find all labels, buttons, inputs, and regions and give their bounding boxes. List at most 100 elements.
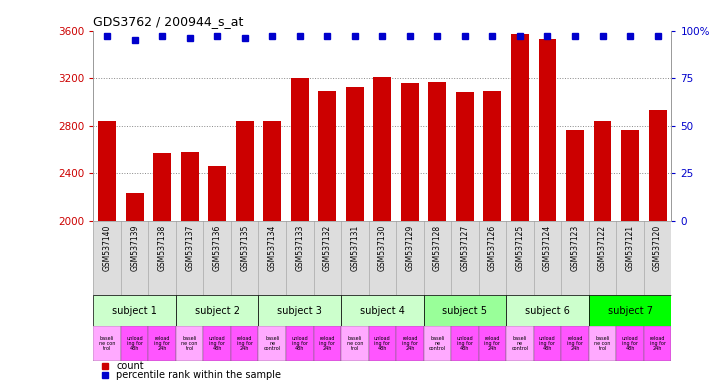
- Text: GSM537132: GSM537132: [323, 224, 332, 271]
- Text: GSM537125: GSM537125: [516, 224, 524, 271]
- Bar: [424, 295, 506, 326]
- Text: GSM537140: GSM537140: [103, 224, 111, 271]
- Text: GSM537126: GSM537126: [488, 224, 497, 271]
- Text: reload
ing for
24h: reload ing for 24h: [320, 336, 335, 351]
- Text: GSM537127: GSM537127: [460, 224, 470, 271]
- Text: GDS3762 / 200944_s_at: GDS3762 / 200944_s_at: [93, 15, 243, 28]
- Bar: [236, 121, 253, 221]
- Text: unload
ing for
48h: unload ing for 48h: [539, 336, 556, 351]
- Text: baseli
ne
control: baseli ne control: [511, 336, 528, 351]
- Bar: [506, 326, 533, 361]
- Text: subject 6: subject 6: [525, 306, 570, 316]
- Text: GSM537136: GSM537136: [213, 224, 222, 271]
- Text: subject 3: subject 3: [277, 306, 322, 316]
- Bar: [203, 326, 231, 361]
- Bar: [644, 326, 671, 361]
- Bar: [483, 91, 501, 221]
- Text: reload
ing for
24h: reload ing for 24h: [567, 336, 583, 351]
- Text: GSM537133: GSM537133: [295, 224, 304, 271]
- Text: baseli
ne con
trol: baseli ne con trol: [182, 336, 198, 351]
- Text: GSM537139: GSM537139: [130, 224, 139, 271]
- Bar: [258, 295, 341, 326]
- Bar: [264, 121, 281, 221]
- Bar: [258, 326, 286, 361]
- Bar: [208, 166, 226, 221]
- Text: reload
ing for
24h: reload ing for 24h: [650, 336, 666, 351]
- Text: subject 4: subject 4: [360, 306, 405, 316]
- Text: GSM537138: GSM537138: [158, 224, 167, 271]
- Text: GSM537120: GSM537120: [653, 224, 662, 271]
- Bar: [121, 326, 149, 361]
- Text: GSM537129: GSM537129: [406, 224, 414, 271]
- Bar: [176, 295, 258, 326]
- Text: baseli
ne con
trol: baseli ne con trol: [595, 336, 611, 351]
- Text: percentile rank within the sample: percentile rank within the sample: [116, 371, 281, 381]
- Bar: [589, 326, 616, 361]
- Bar: [368, 326, 396, 361]
- Bar: [93, 326, 121, 361]
- Bar: [291, 78, 309, 221]
- Text: GSM537134: GSM537134: [268, 224, 276, 271]
- Text: subject 2: subject 2: [195, 306, 240, 316]
- Bar: [451, 326, 479, 361]
- Bar: [589, 295, 671, 326]
- Bar: [231, 326, 258, 361]
- Text: GSM537122: GSM537122: [598, 224, 607, 271]
- Bar: [401, 83, 419, 221]
- Text: subject 7: subject 7: [607, 306, 653, 316]
- Text: GSM537131: GSM537131: [350, 224, 359, 271]
- Text: GSM537135: GSM537135: [241, 224, 249, 271]
- Text: GSM537128: GSM537128: [433, 224, 442, 271]
- Bar: [396, 326, 424, 361]
- Text: reload
ing for
24h: reload ing for 24h: [402, 336, 418, 351]
- Bar: [424, 326, 451, 361]
- Text: baseli
ne con
trol: baseli ne con trol: [99, 336, 116, 351]
- Bar: [456, 93, 474, 221]
- Text: reload
ing for
24h: reload ing for 24h: [485, 336, 500, 351]
- Text: unload
ing for
48h: unload ing for 48h: [126, 336, 143, 351]
- Bar: [98, 121, 116, 221]
- Text: unload
ing for
48h: unload ing for 48h: [292, 336, 308, 351]
- Text: baseli
ne
control: baseli ne control: [429, 336, 446, 351]
- Bar: [538, 39, 556, 221]
- Text: GSM537130: GSM537130: [378, 224, 387, 271]
- Bar: [149, 326, 176, 361]
- Text: GSM537121: GSM537121: [625, 224, 635, 271]
- Bar: [181, 152, 199, 221]
- Text: reload
ing for
24h: reload ing for 24h: [154, 336, 170, 351]
- Bar: [533, 326, 561, 361]
- Bar: [153, 153, 171, 221]
- Bar: [373, 77, 391, 221]
- Text: GSM537137: GSM537137: [185, 224, 194, 271]
- Text: subject 1: subject 1: [112, 306, 157, 316]
- Bar: [314, 326, 341, 361]
- Bar: [318, 91, 336, 221]
- Text: baseli
ne
control: baseli ne control: [264, 336, 281, 351]
- Bar: [341, 326, 368, 361]
- Text: unload
ing for
48h: unload ing for 48h: [209, 336, 225, 351]
- Text: GSM537123: GSM537123: [571, 224, 579, 271]
- Text: reload
ing for
24h: reload ing for 24h: [237, 336, 253, 351]
- Bar: [621, 131, 639, 221]
- Text: unload
ing for
48h: unload ing for 48h: [622, 336, 638, 351]
- Bar: [429, 82, 447, 221]
- Bar: [648, 110, 666, 221]
- Text: GSM537124: GSM537124: [543, 224, 552, 271]
- Text: unload
ing for
48h: unload ing for 48h: [457, 336, 473, 351]
- Text: count: count: [116, 361, 144, 371]
- Bar: [511, 34, 529, 221]
- Bar: [346, 86, 364, 221]
- Bar: [93, 295, 176, 326]
- Bar: [616, 326, 644, 361]
- Bar: [286, 326, 314, 361]
- Bar: [176, 326, 203, 361]
- Bar: [561, 326, 589, 361]
- Text: subject 5: subject 5: [442, 306, 488, 316]
- Bar: [126, 194, 144, 221]
- Bar: [506, 295, 589, 326]
- Bar: [341, 295, 424, 326]
- Bar: [479, 326, 506, 361]
- Text: unload
ing for
48h: unload ing for 48h: [374, 336, 391, 351]
- Text: baseli
ne con
trol: baseli ne con trol: [347, 336, 363, 351]
- Bar: [594, 121, 612, 221]
